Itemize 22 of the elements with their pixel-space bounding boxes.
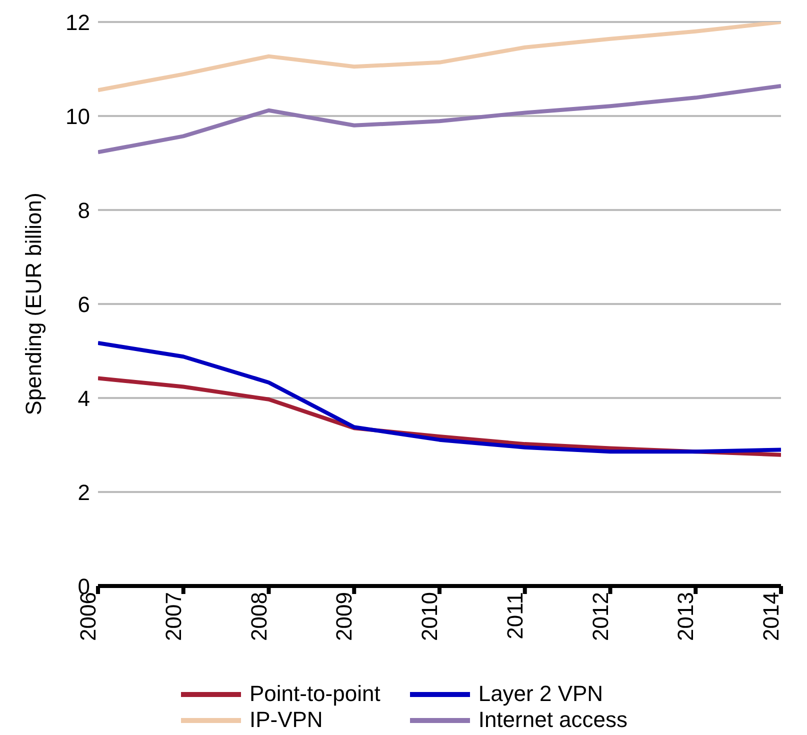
y-tick-label: 6 <box>78 292 90 317</box>
legend-label: IP-VPN <box>249 707 323 733</box>
legend-label: Internet access <box>478 707 628 733</box>
x-tick-label: 2007 <box>160 592 186 641</box>
legend-label: Point-to-point <box>249 681 380 707</box>
x-tick-label: 2008 <box>246 592 272 641</box>
x-tick-label: 2014 <box>758 592 784 641</box>
y-tick-label: 4 <box>78 386 90 411</box>
y-tick-label: 10 <box>66 104 90 129</box>
line-series <box>98 84 781 154</box>
legend-label: Layer 2 VPN <box>478 681 604 707</box>
x-tick-label: 2011 <box>502 592 528 640</box>
y-tick-label: 2 <box>78 480 90 505</box>
x-tick-label: 2012 <box>588 592 613 641</box>
x-tick-label: 2010 <box>417 592 442 641</box>
y-tick-label: 8 <box>78 198 90 223</box>
x-tick-label: 2013 <box>673 592 698 641</box>
x-tick-label: 2009 <box>332 592 357 641</box>
y-axis-title: Spending (EUR billion) <box>20 192 46 416</box>
line-series <box>98 22 781 92</box>
y-tick-label: 12 <box>66 10 90 35</box>
line-series <box>98 341 781 454</box>
